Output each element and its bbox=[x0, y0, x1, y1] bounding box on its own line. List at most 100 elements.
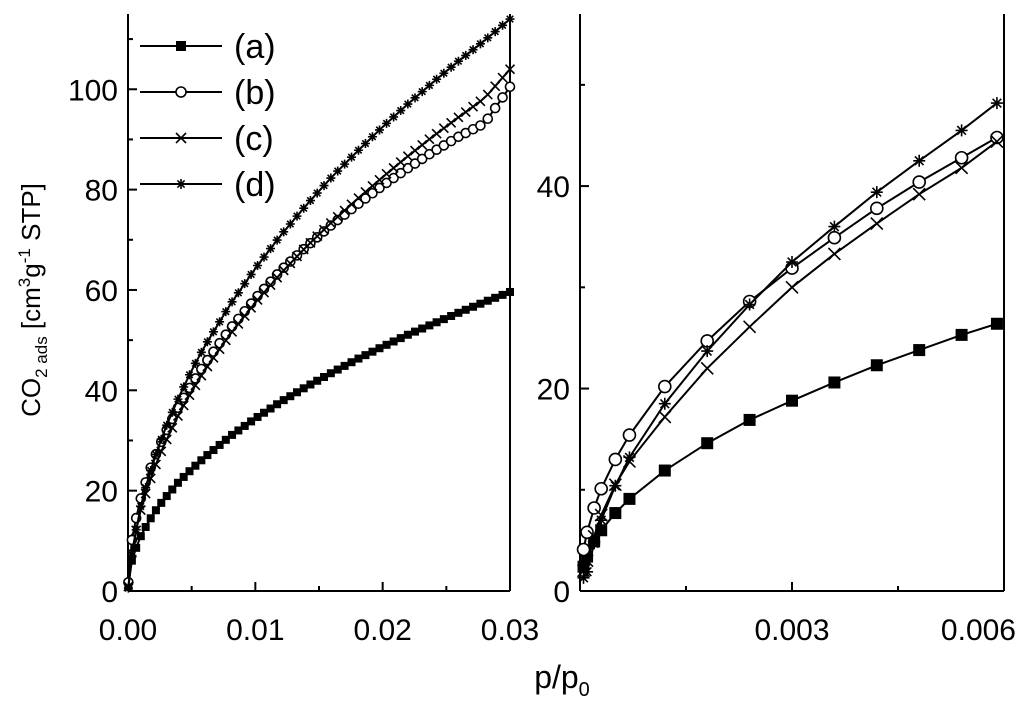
right-series-c-point bbox=[912, 187, 926, 201]
x-axis-title-sub: 0 bbox=[579, 679, 590, 701]
left-series-a-point bbox=[389, 337, 398, 346]
left-series-d-point bbox=[202, 337, 212, 347]
legend-label-c: (c) bbox=[234, 120, 274, 158]
left-series-b-point bbox=[367, 187, 378, 199]
y-axis-title-part: CO bbox=[16, 378, 46, 417]
left-series-c-point bbox=[402, 151, 413, 162]
right-series-b-point bbox=[827, 230, 842, 245]
left-series-c-point bbox=[184, 390, 195, 401]
right-series-a-point bbox=[658, 464, 671, 477]
left-series-a-point bbox=[240, 421, 249, 430]
left-series-c-point bbox=[190, 380, 201, 391]
left-series-d-point bbox=[347, 152, 357, 162]
left-series-a-point bbox=[320, 373, 329, 382]
left-series-d-point bbox=[167, 407, 177, 417]
left-series-a-point bbox=[146, 514, 155, 523]
left-series-a-point bbox=[491, 293, 500, 302]
left-series-a-point bbox=[411, 327, 420, 336]
right-series-b-point bbox=[990, 130, 1004, 145]
left-ytick-label: 100 bbox=[68, 74, 118, 107]
legend: (a) (b) (c) (d) bbox=[140, 28, 276, 204]
legend-marker-a bbox=[176, 41, 186, 51]
left-ytick-label: 0 bbox=[101, 576, 118, 609]
left-series-a-point bbox=[228, 430, 237, 439]
left-series-d-point bbox=[136, 501, 146, 511]
left-series-c-point bbox=[417, 139, 428, 150]
left-series-a-point bbox=[191, 461, 200, 470]
left-series-c-point bbox=[446, 117, 457, 128]
left-series-a-point bbox=[368, 347, 377, 356]
left-series-d-point bbox=[292, 211, 302, 221]
left-xtick-label: 0.01 bbox=[226, 614, 284, 647]
left-series-d-point bbox=[446, 62, 456, 72]
left-series-d-point bbox=[285, 219, 295, 229]
left-series-d-point bbox=[439, 68, 449, 78]
right-series-d bbox=[577, 97, 1003, 584]
right-series-d-point bbox=[990, 97, 1003, 110]
left-series-d-point bbox=[127, 550, 137, 560]
right-series-a-point bbox=[990, 317, 1003, 330]
left-series-d-point bbox=[279, 227, 289, 237]
left-series-b-point bbox=[285, 256, 296, 267]
right-series-d-point bbox=[577, 571, 590, 584]
left-series-a-point bbox=[185, 467, 194, 476]
right-series-a-point bbox=[828, 376, 841, 389]
left-series-a-point bbox=[286, 392, 295, 401]
left-series-a-point bbox=[333, 365, 342, 374]
left-series-a-point bbox=[141, 522, 150, 531]
left-series-d-point bbox=[305, 196, 315, 206]
right-series-b-point bbox=[869, 201, 884, 216]
left-series-a-point bbox=[209, 446, 218, 455]
left-ytick-label: 80 bbox=[85, 175, 118, 208]
left-series-a-point bbox=[418, 324, 427, 333]
right-series-c-point bbox=[743, 320, 757, 334]
left-series-a-point bbox=[215, 440, 224, 449]
left-series-a-point bbox=[483, 296, 492, 305]
left-series-d-point bbox=[190, 358, 200, 368]
right-series-d-point bbox=[786, 256, 798, 269]
left-series-b-point bbox=[388, 172, 399, 184]
left-series-b-point bbox=[489, 102, 501, 114]
left-series-c-point bbox=[214, 344, 225, 355]
y-axis-title-part: 2 ads bbox=[32, 336, 51, 378]
left-series-a-point bbox=[476, 299, 485, 308]
x-axis-title: p/p0 bbox=[534, 659, 590, 701]
left-series-d-point bbox=[396, 106, 406, 116]
right-series-a-point bbox=[955, 328, 968, 341]
left-series-a-point bbox=[454, 308, 463, 317]
left-series-d-point bbox=[173, 394, 183, 404]
left-series-d-point bbox=[483, 33, 493, 43]
left-series-a-point bbox=[306, 380, 315, 389]
legend-label-a: (a) bbox=[234, 28, 276, 66]
left-series-d-point bbox=[221, 307, 231, 317]
right-series-d-point bbox=[609, 479, 622, 492]
left-ytick-label: 40 bbox=[85, 375, 118, 408]
y-axis-title-part: 3 bbox=[15, 278, 34, 287]
right-series-d-point bbox=[913, 154, 926, 167]
left-series-c-point bbox=[482, 89, 493, 100]
y-axis-title-part: g bbox=[16, 263, 46, 277]
right-series-b-point bbox=[580, 525, 594, 540]
left-series-d-point bbox=[185, 370, 195, 380]
left-series-c-point bbox=[424, 134, 435, 145]
left-series-a-point bbox=[403, 330, 412, 339]
left-series-c-point bbox=[202, 361, 213, 372]
left-series-a-point bbox=[247, 417, 256, 426]
right-series-c bbox=[576, 134, 1004, 578]
left-series-d-point bbox=[432, 74, 442, 84]
left-series-c-point bbox=[388, 162, 399, 174]
left-series-d-point bbox=[240, 279, 250, 289]
right-panel: 0 20 40 0.003 0.006 bbox=[537, 14, 1016, 647]
left-series-a-point bbox=[340, 361, 349, 370]
right-ytick-label: 40 bbox=[537, 171, 570, 204]
left-series-c-point bbox=[467, 101, 479, 112]
left-series-d-point bbox=[233, 288, 243, 298]
left-series-d-point bbox=[389, 112, 399, 122]
y-axis-title-part: [cm bbox=[16, 287, 46, 336]
right-series-c-point bbox=[990, 134, 1004, 149]
left-panel: 0 20 40 60 80 100 0.00 0.01 0.02 0.03 (a) (b) (c) (d) bbox=[68, 14, 539, 647]
left-series-a-point bbox=[234, 426, 243, 435]
left-series-a-point bbox=[326, 369, 335, 378]
right-series-d-point bbox=[701, 345, 714, 358]
